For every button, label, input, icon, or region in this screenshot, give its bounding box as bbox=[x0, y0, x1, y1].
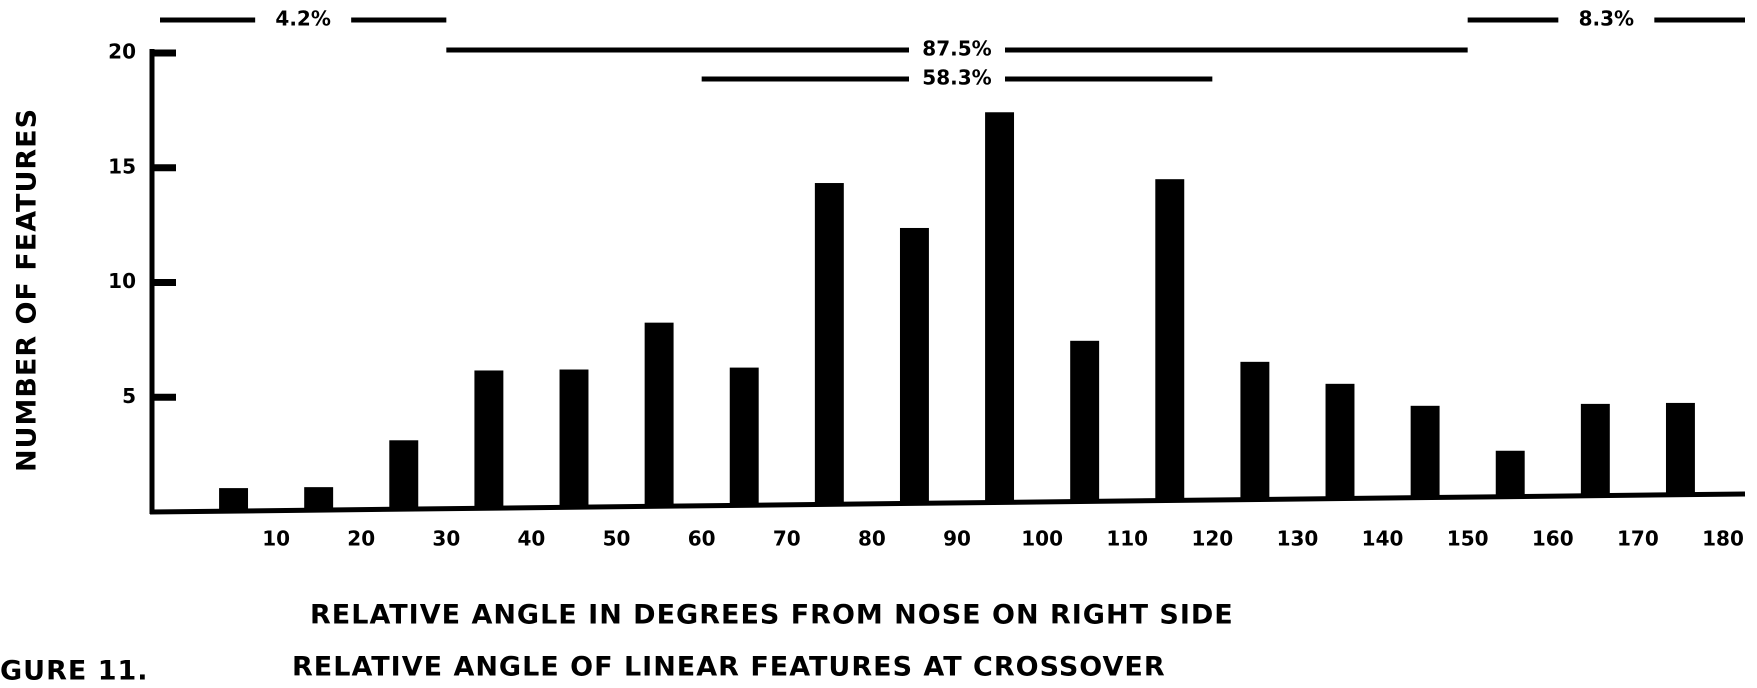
bar bbox=[474, 370, 504, 509]
x-tick-label: 140 bbox=[1362, 527, 1404, 551]
x-tick-label: 100 bbox=[1021, 527, 1063, 551]
bar bbox=[985, 112, 1015, 503]
bar bbox=[1240, 361, 1270, 500]
bar bbox=[1155, 179, 1185, 501]
range-label: 4.2% bbox=[275, 7, 330, 31]
x-tick-label: 90 bbox=[943, 527, 971, 551]
x-axis-label: RELATIVE ANGLE IN DEGREES FROM NOSE ON R… bbox=[310, 600, 1234, 631]
y-tick-label: 5 bbox=[122, 384, 136, 408]
x-tick-label: 20 bbox=[347, 527, 375, 551]
x-tick-label: 10 bbox=[262, 527, 290, 551]
x-tick-label: 120 bbox=[1191, 527, 1233, 551]
range-label: 87.5% bbox=[922, 37, 991, 61]
y-tick-label: 10 bbox=[108, 269, 136, 293]
y-tick-label: 15 bbox=[108, 154, 136, 178]
x-tick-label: 180 bbox=[1702, 527, 1744, 551]
x-tick-label: 130 bbox=[1277, 527, 1319, 551]
x-tick-label: 40 bbox=[518, 527, 546, 551]
x-tick-label: 110 bbox=[1106, 527, 1148, 551]
y-axis-label: NUMBER OF FEATURES bbox=[12, 108, 43, 472]
bar bbox=[899, 227, 929, 504]
y-tick-label: 20 bbox=[108, 40, 136, 64]
bar bbox=[1070, 340, 1100, 502]
bar bbox=[389, 440, 419, 510]
x-tick-label: 170 bbox=[1617, 527, 1659, 551]
bar bbox=[729, 367, 759, 506]
range-label: 58.3% bbox=[922, 66, 991, 90]
bar bbox=[644, 322, 674, 507]
x-tick-label: 70 bbox=[773, 527, 801, 551]
x-tick-label: 150 bbox=[1447, 527, 1489, 551]
bar bbox=[1410, 405, 1440, 498]
x-axis bbox=[149, 491, 1746, 515]
bar bbox=[1325, 383, 1355, 499]
bar bbox=[304, 487, 334, 511]
bar bbox=[559, 369, 589, 508]
x-tick-label: 60 bbox=[688, 527, 716, 551]
bar bbox=[1665, 402, 1695, 495]
x-tick-label: 80 bbox=[858, 527, 886, 551]
x-tick-label: 30 bbox=[432, 527, 460, 551]
chart-title: RELATIVE ANGLE OF LINEAR FEATURES AT CRO… bbox=[292, 652, 1166, 683]
bar bbox=[1495, 450, 1525, 497]
bar bbox=[219, 488, 249, 512]
x-tick-label: 50 bbox=[603, 527, 631, 551]
figure-label: GURE 11. bbox=[0, 656, 149, 687]
bar bbox=[1580, 403, 1610, 496]
range-label: 8.3% bbox=[1579, 7, 1634, 31]
bar bbox=[814, 183, 844, 505]
x-tick-label: 160 bbox=[1532, 527, 1574, 551]
